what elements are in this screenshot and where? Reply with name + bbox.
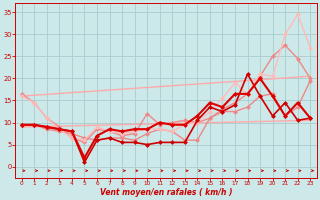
X-axis label: Vent moyen/en rafales ( km/h ): Vent moyen/en rafales ( km/h ) bbox=[100, 188, 232, 197]
